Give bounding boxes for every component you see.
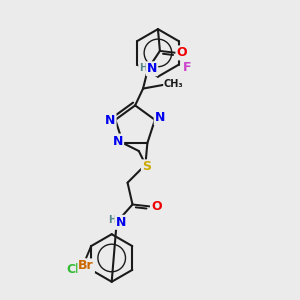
Text: S: S [142,160,151,173]
Text: N: N [105,114,116,127]
Text: N: N [116,216,126,229]
Text: O: O [176,46,187,59]
Text: H: H [108,215,116,225]
Text: CH₃: CH₃ [164,79,184,88]
Text: F: F [183,61,192,74]
Text: N: N [155,111,165,124]
Text: O: O [151,200,162,213]
Text: Br: Br [78,260,94,272]
Text: N: N [147,62,157,75]
Text: H: H [139,63,147,73]
Text: N: N [113,135,123,148]
Text: Cl: Cl [67,263,80,276]
